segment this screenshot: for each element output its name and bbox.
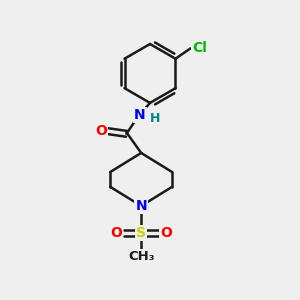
Text: H: H xyxy=(150,112,160,125)
Text: N: N xyxy=(135,199,147,213)
Text: O: O xyxy=(95,124,107,138)
Text: O: O xyxy=(110,226,122,240)
Text: Cl: Cl xyxy=(192,41,207,56)
Text: S: S xyxy=(136,226,146,240)
Text: CH₃: CH₃ xyxy=(128,250,154,263)
Text: N: N xyxy=(134,108,146,122)
Text: O: O xyxy=(160,226,172,240)
